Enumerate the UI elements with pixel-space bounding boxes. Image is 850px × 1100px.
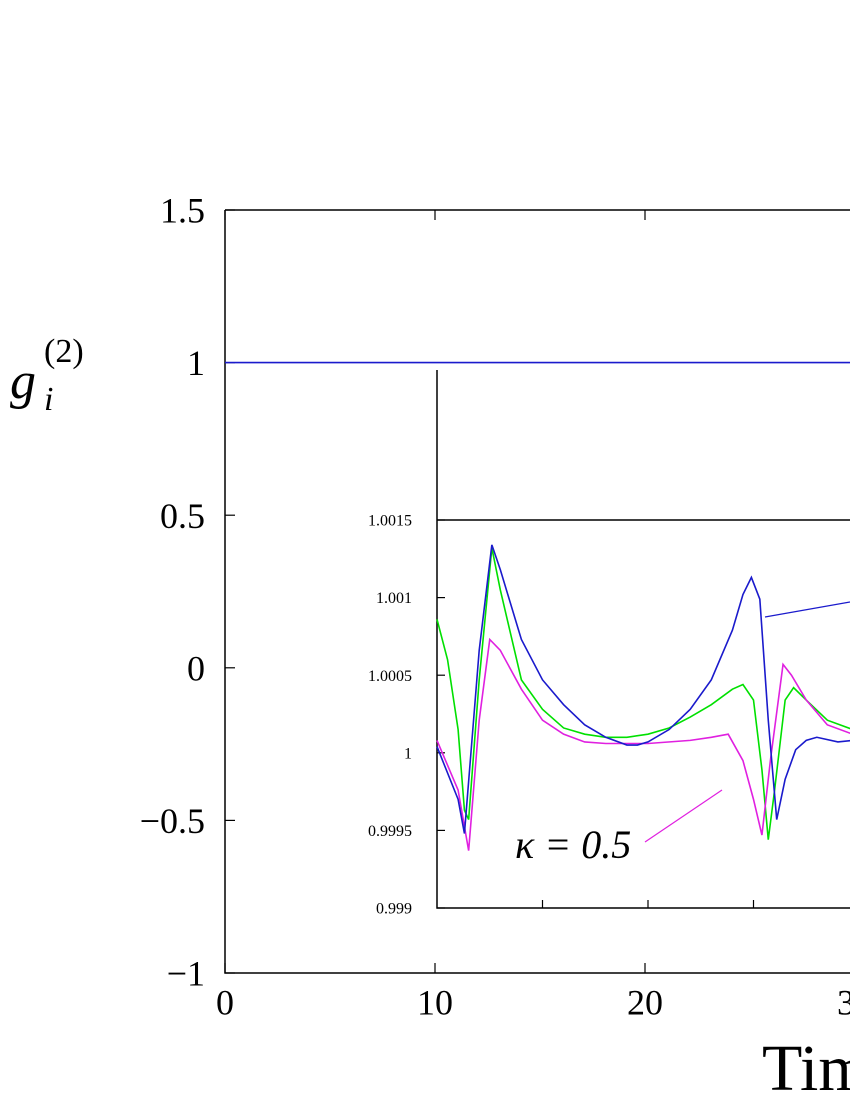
y-tick-label: 0.999	[376, 901, 412, 918]
y-tick-label: 1.0015	[368, 513, 412, 530]
y-tick-label: 1.5	[160, 191, 205, 231]
y-tick-label: 0	[187, 648, 205, 688]
y-tick-label: 1	[187, 343, 205, 383]
x-tick-label: 20	[627, 983, 663, 1023]
y-label-sup: (2)	[44, 333, 84, 370]
y-axis-label: g(2) i	[10, 333, 84, 418]
pointer-line	[644, 789, 723, 843]
y-tick-label: −0.5	[140, 801, 205, 841]
y-tick-label: 1.001	[376, 590, 412, 607]
x-tick-label: 30	[837, 983, 850, 1023]
y-label-base: g	[10, 353, 36, 410]
annotation: κ = 0.5	[515, 822, 631, 867]
y-tick-label: 1.0005	[368, 668, 412, 685]
x-tick-label: 0	[216, 983, 234, 1023]
x-axis-label: Time	[762, 1032, 850, 1100]
x-tick-label: 10	[417, 983, 453, 1023]
series-line	[436, 637, 850, 851]
series-line	[436, 544, 850, 834]
y-tick-label: 0.5	[160, 496, 205, 536]
y-tick-label: −1	[167, 954, 205, 994]
pointer-line	[764, 601, 850, 618]
series-line	[436, 547, 850, 840]
y-tick-label: 1	[404, 745, 412, 762]
y-tick-label: 0.9995	[368, 823, 412, 840]
y-label-sub: i	[44, 381, 53, 418]
